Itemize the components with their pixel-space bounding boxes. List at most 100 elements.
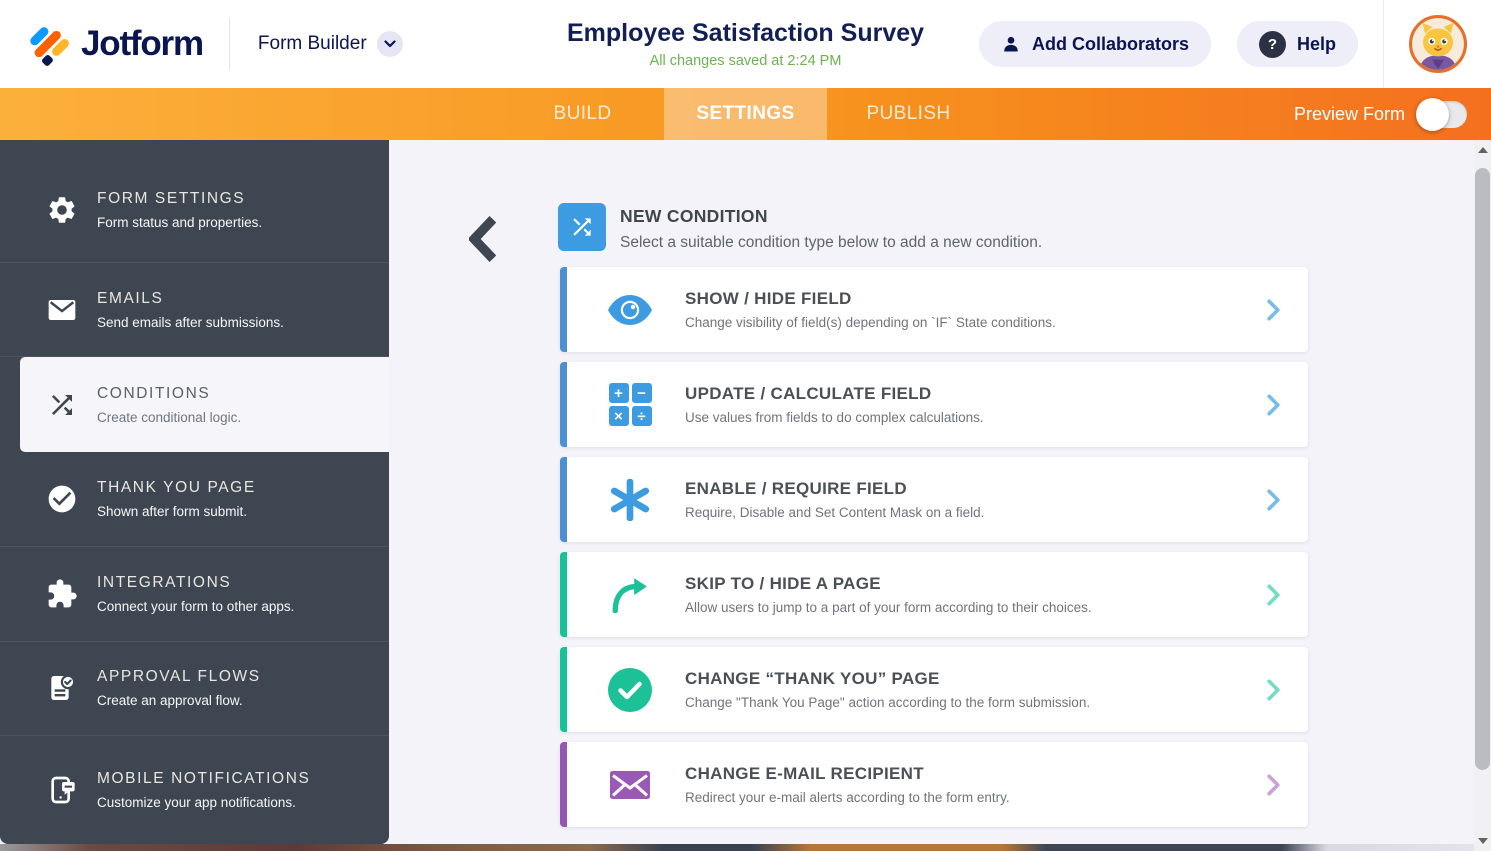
condition-title: ENABLE / REQUIRE FIELD bbox=[685, 479, 907, 498]
sidebar-item-label: EMAILS bbox=[97, 289, 164, 307]
sidebar-item-label: APPROVAL FLOWS bbox=[97, 668, 261, 686]
sidebar-item-description: Create conditional logic. bbox=[97, 409, 242, 425]
scrollbar-thumb[interactable] bbox=[1475, 168, 1490, 770]
settings-sidebar: FORM SETTINGS Form status and properties… bbox=[0, 140, 389, 844]
chevron-left-icon bbox=[468, 216, 496, 262]
condition-card-show-hide-field[interactable]: SHOW / HIDE FIELD Change visibility of f… bbox=[560, 267, 1308, 352]
sidebar-item-description: Create an approval flow. bbox=[97, 693, 243, 709]
condition-card-enable-require-field[interactable]: ENABLE / REQUIRE FIELD Require, Disable … bbox=[560, 457, 1308, 542]
user-avatar[interactable] bbox=[1409, 15, 1467, 73]
person-icon bbox=[1004, 36, 1018, 52]
jotform-logo-icon bbox=[30, 27, 69, 66]
vertical-scrollbar[interactable] bbox=[1474, 140, 1491, 851]
back-button[interactable] bbox=[465, 214, 499, 264]
form-title: Employee Satisfaction Survey bbox=[566, 19, 925, 47]
sidebar-item-form-settings[interactable]: FORM SETTINGS Form status and properties… bbox=[0, 140, 389, 263]
gear-icon bbox=[45, 193, 79, 227]
condition-description: Allow users to jump to a part of your fo… bbox=[685, 600, 1092, 615]
header-right: Add Collaborators ? Help bbox=[978, 0, 1491, 88]
sidebar-item-description: Send emails after submissions. bbox=[97, 314, 284, 330]
tab-publish[interactable]: PUBLISH bbox=[866, 103, 951, 124]
sidebar-item-label: CONDITIONS bbox=[97, 384, 211, 402]
sidebar-item-description: Shown after form submit. bbox=[97, 504, 248, 519]
skip-arrow-icon bbox=[605, 577, 655, 613]
triangle-up-icon bbox=[1477, 147, 1488, 153]
app-switcher-label: Form Builder bbox=[257, 33, 367, 54]
jotform-wordmark: Jotform bbox=[81, 24, 204, 63]
envelope-icon bbox=[605, 770, 655, 799]
sidebar-item-integrations[interactable]: INTEGRATIONS Connect your form to other … bbox=[0, 547, 389, 642]
check-circle-icon bbox=[605, 667, 655, 712]
app-switcher[interactable]: Form Builder bbox=[258, 31, 403, 57]
puzzle-icon bbox=[45, 577, 79, 611]
card-accent-bar bbox=[560, 742, 567, 827]
check-circle-icon bbox=[45, 482, 79, 516]
sidebar-item-label: FORM SETTINGS bbox=[97, 189, 246, 207]
condition-title: UPDATE / CALCULATE FIELD bbox=[685, 384, 932, 403]
preview-form-toggle[interactable] bbox=[1416, 97, 1467, 131]
bottom-edge-strip bbox=[0, 844, 1474, 851]
sidebar-item-mobile-notifications[interactable]: MOBILE NOTIFICATIONS Customize your app … bbox=[0, 736, 389, 844]
calc-minus: − bbox=[631, 383, 652, 403]
chevron-right-icon bbox=[1267, 678, 1280, 701]
condition-title: SKIP TO / HIDE A PAGE bbox=[685, 574, 881, 593]
sidebar-item-thank-you-page[interactable]: THANK YOU PAGE Shown after form submit. bbox=[0, 452, 389, 547]
card-accent-bar bbox=[560, 457, 567, 542]
envelope-icon bbox=[45, 293, 79, 327]
condition-card-change-email-recipient[interactable]: CHANGE E-MAIL RECIPIENT Redirect your e-… bbox=[560, 742, 1308, 827]
condition-type-list: SHOW / HIDE FIELD Change visibility of f… bbox=[560, 267, 1308, 837]
condition-description: Change "Thank You Page" action according… bbox=[685, 695, 1091, 710]
save-status: All changes saved at 2:24 PM bbox=[649, 53, 842, 69]
tab-settings[interactable]: SETTINGS bbox=[664, 88, 827, 140]
header-right-divider bbox=[1383, 0, 1384, 88]
shuffle-icon bbox=[558, 203, 606, 251]
add-collaborators-label: Add Collaborators bbox=[1031, 33, 1189, 54]
sidebar-item-approval-flows[interactable]: APPROVAL FLOWS Create an approval flow. bbox=[0, 642, 389, 737]
condition-description: Use values from fields to do complex cal… bbox=[685, 410, 984, 425]
add-collaborators-button[interactable]: Add Collaborators bbox=[978, 21, 1211, 67]
scroll-down-button[interactable] bbox=[1474, 833, 1491, 849]
conditions-panel: NEW CONDITION Select a suitable conditio… bbox=[389, 140, 1474, 844]
mobile-notification-icon bbox=[45, 773, 79, 807]
chevron-right-icon bbox=[1267, 488, 1280, 511]
header-divider bbox=[228, 18, 230, 70]
jotform-logo[interactable]: Jotform bbox=[27, 22, 204, 66]
question-mark-icon: ? bbox=[1258, 30, 1286, 58]
calc-plus: + bbox=[608, 383, 629, 403]
card-accent-bar bbox=[560, 647, 567, 732]
condition-card-skip-hide-page[interactable]: SKIP TO / HIDE A PAGE Allow users to jum… bbox=[560, 552, 1308, 637]
card-accent-bar bbox=[560, 552, 567, 637]
chevron-right-icon bbox=[1267, 393, 1280, 416]
panel-subtitle: Select a suitable condition type below t… bbox=[620, 234, 1043, 251]
chevron-right-icon bbox=[1267, 583, 1280, 606]
card-accent-bar bbox=[560, 362, 567, 447]
sidebar-item-conditions[interactable]: CONDITIONS Create conditional logic. bbox=[20, 357, 389, 453]
calc-multiply: × bbox=[608, 406, 629, 426]
sidebar-item-emails[interactable]: EMAILS Send emails after submissions. bbox=[0, 263, 389, 358]
help-button[interactable]: ? Help bbox=[1236, 21, 1358, 67]
builder-nav-bar: BUILD SETTINGS PUBLISH Preview Form bbox=[0, 88, 1491, 140]
condition-description: Change visibility of field(s) depending … bbox=[685, 315, 1056, 330]
condition-card-change-thank-you-page[interactable]: CHANGE “THANK YOU” PAGE Change "Thank Yo… bbox=[560, 647, 1308, 732]
eye-icon bbox=[605, 294, 655, 325]
condition-card-update-calculate-field[interactable]: + − × ÷ UPDATE / CALCULATE FIELD Use val… bbox=[560, 362, 1308, 447]
condition-description: Redirect your e-mail alerts according to… bbox=[685, 790, 1010, 805]
chevron-right-icon bbox=[1267, 298, 1280, 321]
sidebar-item-label: MOBILE NOTIFICATIONS bbox=[97, 770, 311, 788]
sidebar-item-description: Customize your app notifications. bbox=[97, 795, 296, 811]
panel-header: NEW CONDITION Select a suitable conditio… bbox=[558, 203, 1042, 252]
preview-form-control: Preview Form bbox=[1294, 88, 1467, 140]
condition-title: CHANGE E-MAIL RECIPIENT bbox=[685, 764, 924, 783]
condition-description: Require, Disable and Set Content Mask on… bbox=[685, 505, 985, 520]
tab-build[interactable]: BUILD bbox=[553, 103, 612, 124]
asterisk-icon bbox=[605, 478, 655, 521]
panel-title: NEW CONDITION bbox=[620, 206, 768, 226]
toggle-knob bbox=[1416, 97, 1449, 131]
approval-document-icon bbox=[45, 671, 79, 705]
shuffle-icon bbox=[45, 388, 79, 422]
chevron-down-icon bbox=[376, 31, 403, 57]
scroll-up-button[interactable] bbox=[1474, 142, 1491, 158]
top-header: Jotform Form Builder Employee Satisfacti… bbox=[0, 0, 1491, 88]
triangle-down-icon bbox=[1477, 838, 1488, 844]
